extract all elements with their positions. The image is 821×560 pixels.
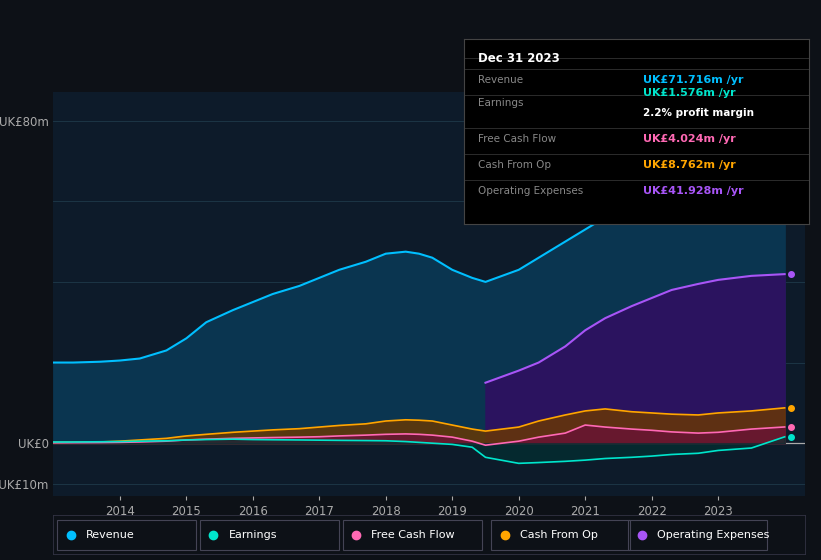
- Text: Dec 31 2023: Dec 31 2023: [478, 52, 559, 65]
- Text: Operating Expenses: Operating Expenses: [478, 186, 583, 196]
- Text: Free Cash Flow: Free Cash Flow: [371, 530, 455, 540]
- Text: UK£71.716m /yr: UK£71.716m /yr: [643, 75, 744, 85]
- Text: Free Cash Flow: Free Cash Flow: [478, 134, 556, 144]
- Text: UK£41.928m /yr: UK£41.928m /yr: [643, 186, 744, 196]
- Text: UK£1.576m /yr: UK£1.576m /yr: [643, 88, 736, 98]
- Text: UK£8.762m /yr: UK£8.762m /yr: [643, 160, 736, 170]
- Text: Operating Expenses: Operating Expenses: [657, 530, 769, 540]
- Text: Earnings: Earnings: [228, 530, 277, 540]
- Text: Revenue: Revenue: [85, 530, 135, 540]
- Text: Earnings: Earnings: [478, 98, 523, 108]
- Text: 2.2% profit margin: 2.2% profit margin: [643, 108, 754, 118]
- Text: UK£4.024m /yr: UK£4.024m /yr: [643, 134, 736, 144]
- Text: Cash From Op: Cash From Op: [478, 160, 551, 170]
- Text: Cash From Op: Cash From Op: [520, 530, 598, 540]
- Text: Revenue: Revenue: [478, 75, 523, 85]
